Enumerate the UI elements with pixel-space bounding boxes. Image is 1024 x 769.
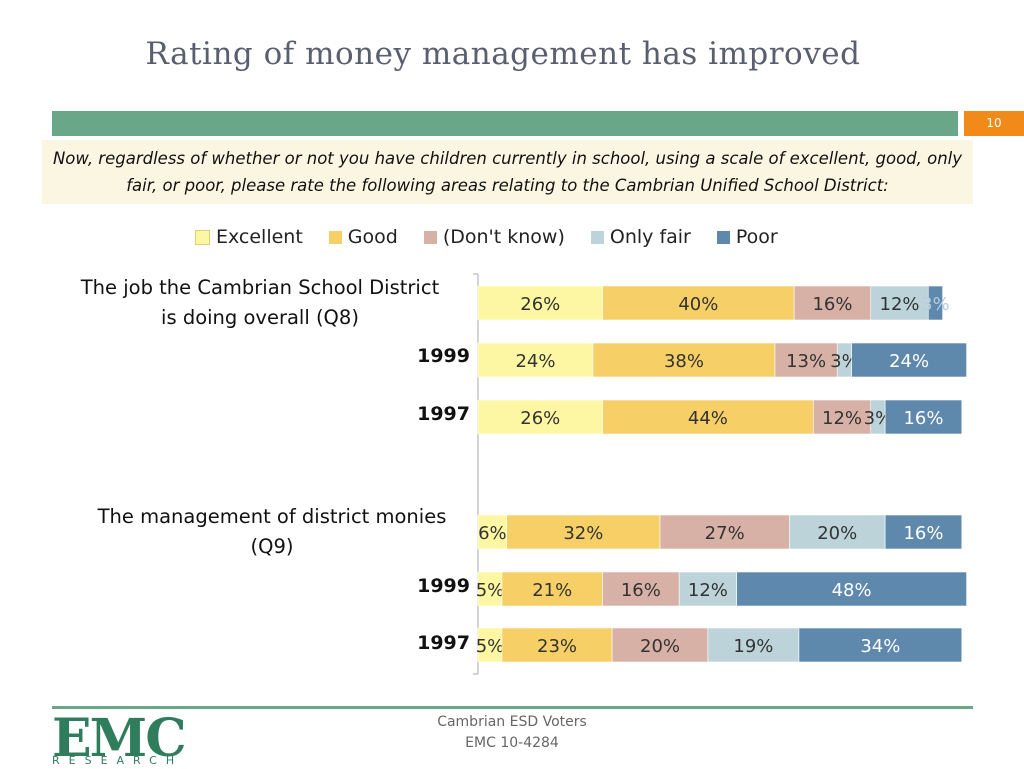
data-label: 19%	[733, 636, 773, 657]
bar-segment-poor	[851, 342, 967, 378]
bar-segment-good	[602, 399, 814, 435]
legend-swatch	[328, 230, 342, 244]
bar-segment-don-t-know	[793, 285, 872, 321]
bar-segment-excellent	[477, 342, 594, 378]
legend-swatch	[423, 230, 437, 244]
bar-segment-good	[501, 571, 603, 607]
bar-segment-don-t-know	[774, 342, 838, 378]
bar-segment-good	[592, 342, 776, 378]
legend-label: Good	[347, 226, 398, 248]
data-label: 20%	[817, 523, 857, 544]
bar-segment-don-t-know	[602, 571, 680, 607]
data-label: 16%	[903, 408, 943, 429]
logo-wordmark: RESEARCH	[52, 754, 184, 767]
legend-item-only-fair: Only fair	[590, 226, 691, 248]
legend-item-dont-know: (Don't know)	[423, 226, 565, 248]
data-label: 34%	[860, 636, 900, 657]
data-label: 26%	[520, 408, 560, 429]
footer-line-2: EMC 10-4284	[465, 735, 559, 751]
data-label: 16%	[621, 580, 661, 601]
year-label: 1999	[417, 575, 470, 597]
footer-line-1: Cambrian ESD Voters	[437, 714, 587, 730]
data-label: 27%	[705, 523, 745, 544]
year-label: 1997	[417, 632, 470, 654]
group-label-line: The job the Cambrian School District	[80, 276, 440, 299]
data-label: 21%	[532, 580, 572, 601]
bar-segment-poor	[884, 399, 963, 435]
data-label: 16%	[812, 294, 852, 315]
legend-item-good: Good	[328, 226, 398, 248]
group-label-line: (Q9)	[250, 535, 294, 558]
year-label: 1999	[417, 345, 470, 367]
bar-segment-only-fair	[870, 285, 929, 321]
chart-legend: Excellent Good (Don't know) Only fair Po…	[195, 226, 804, 248]
data-label: 23%	[537, 636, 577, 657]
bar-segment-good	[602, 285, 795, 321]
legend-swatch	[716, 230, 730, 244]
legend-label: (Don't know)	[442, 226, 565, 248]
group-label-q9: The management of district monies (Q9)	[62, 502, 482, 562]
bar-segment-only-fair	[707, 627, 800, 663]
data-label: 3%	[921, 294, 950, 315]
header-bar	[52, 111, 958, 136]
data-label: 24%	[889, 351, 929, 372]
group-label-line: The management of district monies	[97, 505, 447, 528]
bar-segment-poor	[884, 514, 963, 550]
data-label: 32%	[563, 523, 603, 544]
legend-swatch	[590, 230, 604, 244]
data-label: 16%	[903, 523, 943, 544]
slide-title: Rating of money management has improved	[145, 36, 861, 72]
data-label: 20%	[640, 636, 680, 657]
data-label: 5%	[476, 580, 505, 601]
bar-segment-only-fair	[789, 514, 886, 550]
data-label: 48%	[832, 580, 872, 601]
footer-rule	[52, 706, 973, 709]
page-number: 10	[964, 111, 1024, 136]
legend-item-poor: Poor	[716, 226, 778, 248]
data-label: 13%	[786, 351, 826, 372]
data-label: 12%	[688, 580, 728, 601]
bar-segment-excellent	[477, 285, 603, 321]
data-label: 6%	[478, 523, 507, 544]
bar-segment-good	[501, 627, 613, 663]
question-text: Now, regardless of whether or not you ha…	[42, 140, 973, 204]
year-label: 1997	[417, 403, 470, 425]
legend-item-excellent: Excellent	[195, 226, 303, 248]
bar-segment-excellent	[477, 399, 603, 435]
data-label: 44%	[688, 408, 728, 429]
data-label: 12%	[822, 408, 862, 429]
bar-segment-don-t-know	[659, 514, 790, 550]
legend-label: Only fair	[609, 226, 691, 248]
bar-segment-poor	[736, 571, 967, 607]
legend-label: Excellent	[216, 226, 303, 248]
logo-mark: EMC	[52, 708, 187, 769]
data-label: 40%	[678, 294, 718, 315]
data-label: 5%	[476, 636, 505, 657]
bar-segment-don-t-know	[611, 627, 709, 663]
data-label: 12%	[880, 294, 920, 315]
bar-segment-only-fair	[678, 571, 737, 607]
data-label: 26%	[520, 294, 560, 315]
bar-segment-don-t-know	[812, 399, 872, 435]
legend-label: Poor	[735, 226, 778, 248]
legend-swatch	[195, 229, 210, 245]
emc-research-logo: EMC RESEARCH	[52, 708, 188, 769]
data-label: 38%	[664, 351, 704, 372]
group-label-q8: The job the Cambrian School District is …	[50, 273, 470, 333]
bar-segment-poor	[927, 285, 943, 321]
group-label-line: is doing overall (Q8)	[161, 306, 359, 329]
data-label: 24%	[515, 351, 555, 372]
bar-segment-poor	[798, 627, 963, 663]
